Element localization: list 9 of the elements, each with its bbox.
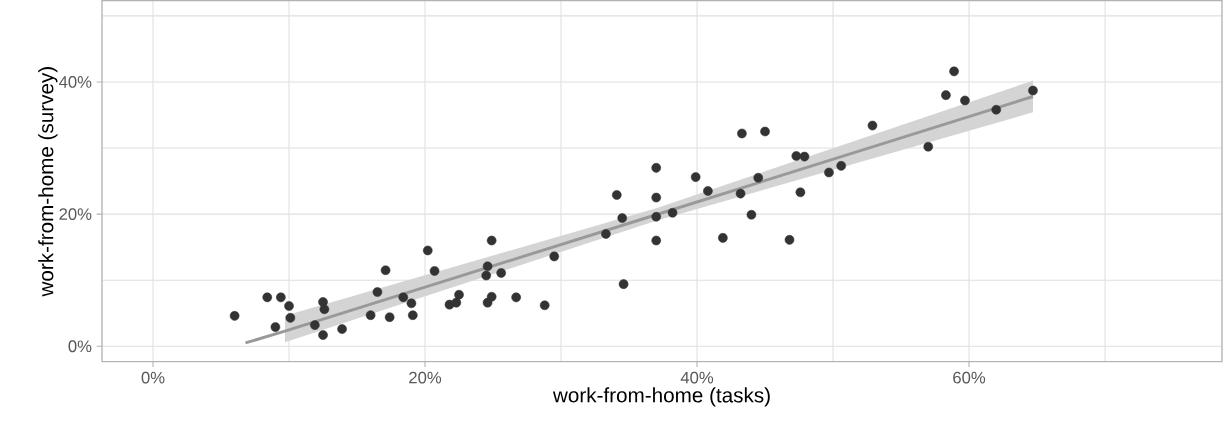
x-tick-label: 20%	[409, 371, 442, 384]
x-axis-title: work-from-home (tasks)	[552, 387, 770, 407]
y-tick-label: 40%	[58, 76, 92, 89]
x-tick-label: 0%	[141, 371, 165, 384]
x-tick-label: 60%	[953, 371, 986, 384]
y-tick-label: 20%	[59, 208, 92, 221]
y-tick-label: 0%	[68, 340, 92, 353]
x-tick-label: 40%	[680, 371, 714, 384]
y-axis-title: work-from-home (survey)	[38, 67, 58, 297]
